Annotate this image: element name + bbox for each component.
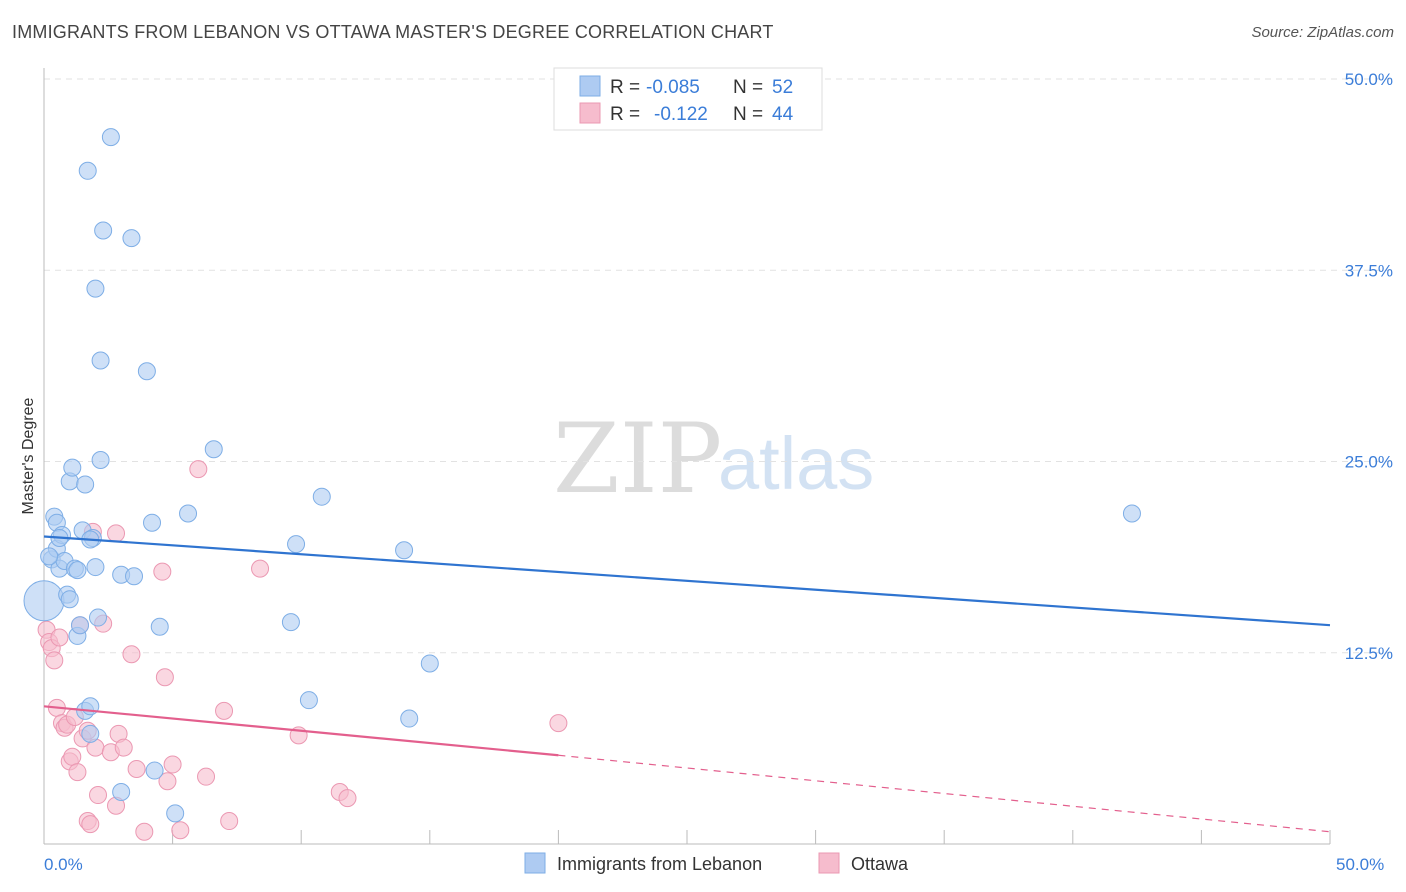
point-immigrants-from-lebanon	[101, 128, 120, 147]
point-ottawa	[251, 559, 270, 578]
watermark-zip: ZIP	[553, 403, 722, 515]
point-immigrants-from-lebanon	[91, 450, 110, 469]
point-immigrants-from-lebanon	[420, 654, 439, 673]
point-immigrants-from-lebanon	[137, 362, 156, 381]
bottom-legend-label-ottawa: Ottawa	[851, 854, 909, 874]
legend-r-label-2: R =	[610, 104, 640, 125]
point-immigrants-from-lebanon	[78, 161, 97, 180]
source-credit: Source: ZipAtlas.com	[1251, 24, 1394, 41]
point-immigrants-from-lebanon	[312, 487, 331, 506]
point-immigrants-from-lebanon	[23, 580, 65, 622]
point-immigrants-from-lebanon	[1122, 504, 1141, 523]
point-immigrants-from-lebanon	[86, 279, 105, 298]
point-immigrants-from-lebanon	[395, 541, 414, 560]
point-immigrants-from-lebanon	[204, 440, 223, 459]
y-tick-label: 12.5%	[1345, 644, 1393, 663]
point-immigrants-from-lebanon	[287, 535, 306, 554]
point-immigrants-from-lebanon	[145, 761, 164, 780]
point-ottawa	[215, 701, 234, 720]
y-tick-labels: 12.5% 25.0% 37.5% 50.0%	[1345, 70, 1393, 663]
point-immigrants-from-lebanon	[400, 709, 419, 728]
point-ottawa	[135, 822, 154, 841]
chart-title: IMMIGRANTS FROM LEBANON VS OTTAWA MASTER…	[12, 22, 774, 42]
point-ottawa	[163, 755, 182, 774]
legend-n-label-2: N =	[733, 104, 763, 125]
point-ottawa	[122, 645, 141, 664]
point-ottawa	[68, 763, 87, 782]
point-immigrants-from-lebanon	[112, 782, 131, 801]
point-ottawa	[153, 562, 172, 581]
point-ottawa	[189, 460, 208, 479]
y-tick-label: 50.0%	[1345, 70, 1393, 89]
point-ottawa	[107, 524, 126, 543]
point-ottawa	[63, 747, 82, 766]
point-ottawa	[155, 668, 174, 687]
point-ottawa	[45, 651, 64, 670]
trend-lines	[43, 535, 1331, 833]
x-tick-label-min: 0.0%	[44, 855, 83, 874]
point-immigrants-from-lebanon	[63, 458, 82, 477]
trend-line-immigrants-from-lebanon	[43, 535, 1331, 627]
legend-n-value-1: 52	[772, 77, 793, 98]
series-legend: Immigrants from Lebanon Ottawa	[524, 852, 909, 874]
legend-r-label-1: R =	[610, 77, 640, 98]
x-tick-marks	[43, 830, 1331, 844]
y-tick-label: 37.5%	[1345, 261, 1393, 280]
trend-line-ottawa	[43, 705, 559, 757]
trend-line-extension-ottawa	[558, 754, 1331, 833]
point-immigrants-from-lebanon	[143, 513, 162, 532]
stats-legend: R = -0.085 N = 52 R = -0.122 N = 44	[553, 67, 823, 131]
point-ottawa	[171, 821, 190, 840]
data-points	[23, 128, 1141, 841]
legend-r-value-1: -0.085	[646, 77, 700, 98]
bottom-legend-swatch-ottawa	[818, 852, 840, 874]
x-tick-label-max: 50.0%	[1336, 855, 1384, 874]
point-ottawa	[81, 815, 100, 834]
point-immigrants-from-lebanon	[60, 590, 79, 609]
y-tick-label: 25.0%	[1345, 453, 1393, 472]
point-immigrants-from-lebanon	[86, 558, 105, 577]
point-immigrants-from-lebanon	[125, 567, 144, 586]
point-immigrants-from-lebanon	[68, 561, 87, 580]
point-immigrants-from-lebanon	[179, 504, 198, 523]
point-immigrants-from-lebanon	[40, 547, 59, 566]
point-immigrants-from-lebanon	[89, 608, 108, 627]
point-immigrants-from-lebanon	[71, 616, 90, 635]
point-immigrants-from-lebanon	[150, 617, 169, 636]
point-ottawa	[158, 772, 177, 791]
legend-swatch-lebanon	[579, 75, 601, 97]
point-ottawa	[549, 714, 568, 733]
legend-r-value-2: -0.122	[654, 104, 708, 125]
point-ottawa	[89, 786, 108, 805]
point-ottawa	[220, 812, 239, 831]
point-immigrants-from-lebanon	[299, 691, 318, 710]
point-ottawa	[338, 789, 357, 808]
point-ottawa	[127, 760, 146, 779]
point-immigrants-from-lebanon	[166, 804, 185, 823]
watermark-atlas: atlas	[718, 422, 874, 505]
point-immigrants-from-lebanon	[281, 613, 300, 632]
point-ottawa	[114, 738, 133, 757]
point-ottawa	[50, 628, 69, 647]
y-axis-label: Master's Degree	[20, 397, 37, 514]
legend-n-value-2: 44	[772, 104, 794, 125]
legend-swatch-ottawa	[579, 102, 601, 124]
bottom-legend-swatch-lebanon	[524, 852, 546, 874]
legend-n-label-1: N =	[733, 77, 763, 98]
point-immigrants-from-lebanon	[91, 351, 110, 370]
point-ottawa	[197, 767, 216, 786]
point-immigrants-from-lebanon	[76, 475, 95, 494]
point-immigrants-from-lebanon	[122, 229, 141, 248]
gridlines	[44, 78, 1392, 654]
point-immigrants-from-lebanon	[94, 221, 113, 240]
bottom-legend-label-lebanon: Immigrants from Lebanon	[557, 854, 762, 874]
point-immigrants-from-lebanon	[81, 724, 100, 743]
